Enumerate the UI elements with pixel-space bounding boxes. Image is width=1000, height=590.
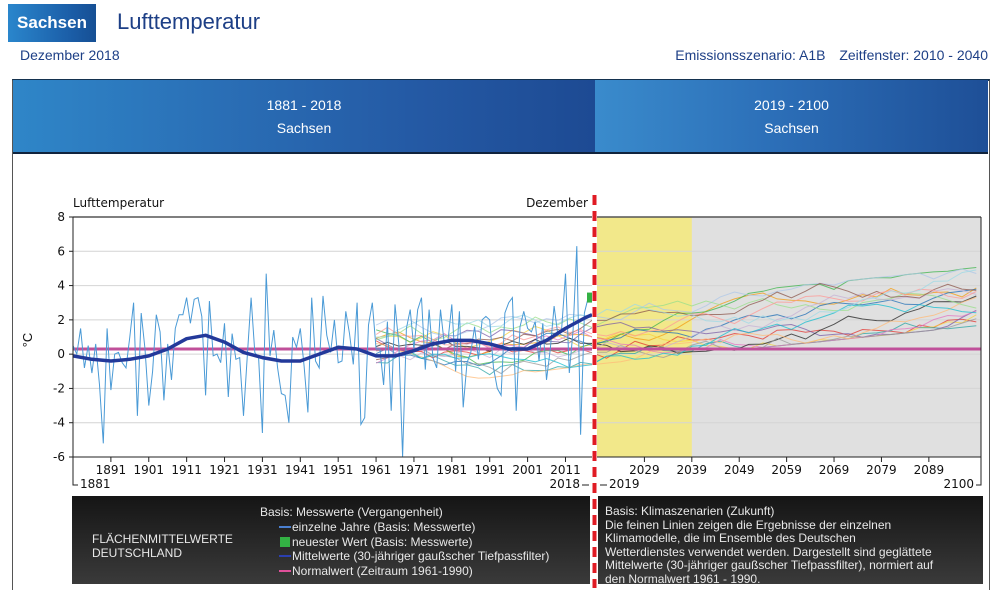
y-tick-label: 0 xyxy=(57,347,65,361)
range-end-label: 2018 xyxy=(549,477,580,491)
ensemble-line xyxy=(376,269,977,338)
x-tick-label: 2069 xyxy=(819,463,850,477)
x-tick-label: 1991 xyxy=(474,463,505,477)
legend-item: Normalwert (Zeitraum 1961-1990) xyxy=(279,563,549,579)
time-window-label: Zeitfenster: 2010 - 2040 xyxy=(839,47,988,63)
y-tick-label: -4 xyxy=(53,416,65,430)
x-tick-label: 1911 xyxy=(171,463,202,477)
past-range-label: 1881 - 2018 xyxy=(266,97,342,113)
legend-item-label: Normalwert (Zeitraum 1961-1990) xyxy=(292,563,473,578)
legend-past-items: einzelne Jahre (Basis: Messwerte) neueste… xyxy=(279,520,550,579)
panel-header-future: 2019 - 2100 Sachsen xyxy=(595,80,988,154)
legend-future-line: den Normalwert 1961 - 1990. xyxy=(605,571,761,586)
range-bracket xyxy=(72,457,78,486)
x-tick-label: 2039 xyxy=(677,463,708,477)
future-region-label: Sachsen xyxy=(764,120,819,136)
range-start-label: 1881 xyxy=(80,477,111,491)
scenario-label: Emissionsszenario: A1B xyxy=(675,47,826,63)
legend-line-swatch xyxy=(279,569,291,572)
x-tick-label: 2049 xyxy=(724,463,755,477)
x-tick-label: 1901 xyxy=(133,463,164,477)
legend-region-title: FLÄCHENMITTELWERTE DEUTSCHLAND xyxy=(92,532,233,560)
legend-region-line1: FLÄCHENMITTELWERTE xyxy=(92,532,233,546)
legend-past: FLÄCHENMITTELWERTE DEUTSCHLAND Basis: Me… xyxy=(72,496,590,584)
legend-line-swatch xyxy=(279,526,291,528)
x-tick-label: 1961 xyxy=(361,463,392,477)
legend-line-swatch xyxy=(279,555,291,557)
ensemble-line xyxy=(375,295,977,354)
y-tick-label: 8 xyxy=(57,210,65,224)
chart-month-label: Dezember xyxy=(526,196,588,210)
x-tick-label: 2011 xyxy=(550,463,581,477)
ensemble-line xyxy=(376,318,977,375)
yearly-values-line xyxy=(72,246,592,458)
y-tick-label: 2 xyxy=(57,313,65,327)
ensemble-line xyxy=(376,303,977,369)
panel-header-past: 1881 - 2018 Sachsen xyxy=(13,80,595,154)
y-axis-label: °C xyxy=(20,333,35,348)
legend-region-line2: DEUTSCHLAND xyxy=(92,546,183,560)
y-tick-label: 6 xyxy=(57,244,65,258)
past-region-label: Sachsen xyxy=(276,120,332,136)
range-end-label: 2100 xyxy=(943,477,974,491)
legend-future-text: Basis: Klimaszenarien (Zukunft) Die fein… xyxy=(605,504,980,586)
legend-item: neuester Wert (Basis: Messwerte) xyxy=(280,534,549,550)
x-tick-label: 1891 xyxy=(96,463,127,477)
range-start-label: 2019 xyxy=(609,477,640,491)
x-tick-label: 2001 xyxy=(512,463,543,477)
month-year-label: Dezember 2018 xyxy=(20,47,120,63)
legend-item-label: einzelne Jahre (Basis: Messwerte) xyxy=(292,520,476,534)
ensemble-line xyxy=(376,322,977,376)
ensemble-line xyxy=(375,292,977,341)
y-tick-label: 4 xyxy=(57,279,65,293)
scenario-info: Emissionsszenario: A1B Zeitfenster: 2010… xyxy=(665,47,988,63)
chart-title: Lufttemperatur xyxy=(73,196,164,210)
legend-item-label: Mittelwerte (30-jähriger gaußscher Tiefp… xyxy=(292,549,550,563)
legend-square-swatch xyxy=(280,536,290,547)
legend-item: einzelne Jahre (Basis: Messwerte) xyxy=(279,520,549,535)
legend-item: Mittelwerte (30-jähriger gaußscher Tiefp… xyxy=(279,549,550,564)
x-tick-label: 1931 xyxy=(247,463,278,477)
legend-future: Basis: Klimaszenarien (Zukunft) Die fein… xyxy=(598,496,983,586)
future-range-label: 2019 - 2100 xyxy=(754,97,829,113)
region-badge[interactable]: Sachsen xyxy=(8,4,96,42)
page-title: Lufttemperatur xyxy=(117,9,261,34)
legend-future-line: Mittelwerte (30-jähriger gaußscher Tiefp… xyxy=(605,558,934,572)
legend-future-heading: Basis: Klimaszenarien (Zukunft) xyxy=(605,504,775,518)
x-tick-label: 1981 xyxy=(437,463,468,477)
x-tick-label: 1971 xyxy=(399,463,430,477)
x-tick-label: 1941 xyxy=(285,463,316,477)
x-tick-label: 2079 xyxy=(866,463,897,477)
x-tick-label: 1921 xyxy=(209,463,240,477)
ensemble-line xyxy=(375,268,977,337)
x-tick-label: 2029 xyxy=(629,463,660,477)
smoothed-mean-line xyxy=(72,313,593,363)
legend-future-line: Wetterdienstes verwendet werden. Dargest… xyxy=(605,544,932,559)
y-tick-label: -6 xyxy=(53,450,65,464)
x-tick-label: 2059 xyxy=(771,463,802,477)
legend-item-label: neuester Wert (Basis: Messwerte) xyxy=(292,534,473,549)
legend-future-line: Klimamodelle, die im Ensemble des Deutsc… xyxy=(605,531,856,545)
range-bracket xyxy=(976,457,982,486)
legend-future-line: Die feinen Linien zeigen die Ergebnisse … xyxy=(605,517,892,532)
y-tick-label: -2 xyxy=(53,381,65,395)
ensemble-line xyxy=(375,309,977,353)
x-tick-label: 1951 xyxy=(323,463,354,477)
x-tick-label: 2089 xyxy=(914,463,945,477)
legend-past-heading: Basis: Messwerte (Vergangenheit) xyxy=(260,505,443,519)
ensemble-line xyxy=(376,296,977,379)
